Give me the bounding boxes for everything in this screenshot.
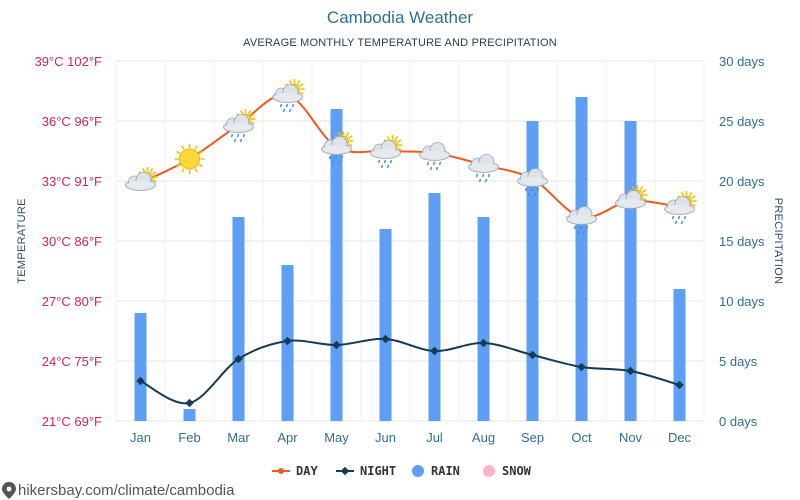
legend-day[interactable]: DAY [272,464,318,478]
rain-bar[interactable] [526,121,539,421]
cloud-rain-icon [566,206,597,235]
footer-link[interactable]: hikersbay.com/climate/cambodia [2,482,235,499]
x-tick-label: Jan [130,430,151,445]
legend-day-label: DAY [296,464,318,478]
legend-snow-label: SNOW [502,464,532,478]
rain-bar[interactable] [183,409,196,421]
night-point[interactable] [136,376,145,386]
chart-subtitle: AVERAGE MONTHLY TEMPERATURE AND PRECIPIT… [243,37,557,49]
x-tick-label: Apr [277,430,298,445]
x-tick-label: Dec [668,430,692,445]
night-point[interactable] [381,334,390,344]
night-point[interactable] [430,346,439,356]
left-tick-label: 21°C 69°F [42,414,102,429]
right-tick-label: 20 days [719,174,765,189]
left-tick-label: 27°C 80°F [42,294,102,309]
left-tick-label: 33°C 91°F [42,174,102,189]
right-tick-label: 25 days [719,114,765,129]
night-point[interactable] [577,362,586,372]
right-tick-label: 30 days [719,54,765,69]
legend: DAY NIGHT RAIN SNOW [272,464,532,478]
sun-cloud-rain-icon [370,135,403,169]
rain-bar[interactable] [477,217,490,421]
legend-snow[interactable]: SNOW [483,464,532,478]
x-tick-label: Jun [375,430,396,445]
rain-bars [134,97,686,421]
legend-night-label: NIGHT [360,464,396,478]
rain-bar[interactable] [428,193,441,421]
x-tick-label: Aug [472,430,495,445]
grid-lines [115,60,705,422]
right-tick-label: 5 days [719,354,758,369]
x-tick-label: Nov [619,430,643,445]
sun-cloud-rain-icon [321,131,354,165]
rain-bar[interactable] [134,313,147,421]
footer-text: hikersbay.com/climate/cambodia [18,482,235,499]
legend-night[interactable]: NIGHT [336,464,396,478]
sun-cloud-rain-icon [664,191,697,225]
right-tick-label: 0 days [719,414,758,429]
x-tick-label: Oct [571,430,592,445]
left-tick-label: 39°C 102°F [35,54,103,69]
x-tick-label: Feb [178,430,200,445]
x-tick-label: May [324,430,349,445]
sun-cloud-rain-icon [272,79,305,113]
night-point[interactable] [528,350,537,360]
night-point[interactable] [675,380,684,390]
weather-icons [125,79,697,235]
right-tick-label: 10 days [719,294,765,309]
night-point[interactable] [185,398,194,408]
sun-cloud-icon [615,185,648,209]
x-tick-label: Mar [227,430,250,445]
night-point[interactable] [234,354,243,364]
left-axis-title: TEMPERATURE [16,198,28,284]
rain-bar[interactable] [232,217,245,421]
sun-cloud-rain-icon [223,109,256,143]
cloud-rain-icon [419,142,450,171]
left-tick-label: 30°C 86°F [42,234,102,249]
location-pin-icon [2,482,16,499]
right-tick-label: 15 days [719,234,765,249]
x-tick-label: Jul [426,430,443,445]
rain-bar[interactable] [575,97,588,421]
legend-rain-label: RAIN [431,464,460,478]
left-tick-label: 36°C 96°F [42,114,102,129]
sun-cloud-icon [125,167,158,191]
rain-bar[interactable] [330,109,343,421]
rain-bar[interactable] [624,121,637,421]
chart-title: Cambodia Weather [327,8,473,27]
cloud-rain-icon [468,154,499,183]
sun-icon [174,144,205,174]
night-point[interactable] [479,338,488,348]
rain-bar[interactable] [379,229,392,421]
rain-bar[interactable] [673,289,686,421]
right-axis-title: PRECIPITATION [772,198,784,285]
x-axis-ticks: Jan Feb Mar Apr May Jun Jul Aug Sep Oct Nov Dec [130,430,692,445]
legend-rain[interactable]: RAIN [412,464,460,478]
cloud-rain-icon [517,168,548,197]
x-tick-label: Sep [521,430,544,445]
night-point[interactable] [626,366,635,376]
right-axis-ticks: 30 days 25 days 20 days 15 days 10 days 5 day… [719,54,765,429]
night-point[interactable] [283,336,292,346]
left-tick-label: 24°C 75°F [42,354,102,369]
night-point[interactable] [332,340,341,350]
left-axis-ticks: 39°C 102°F 36°C 96°F 33°C 91°F 30°C 86°F 27°… [35,54,103,429]
